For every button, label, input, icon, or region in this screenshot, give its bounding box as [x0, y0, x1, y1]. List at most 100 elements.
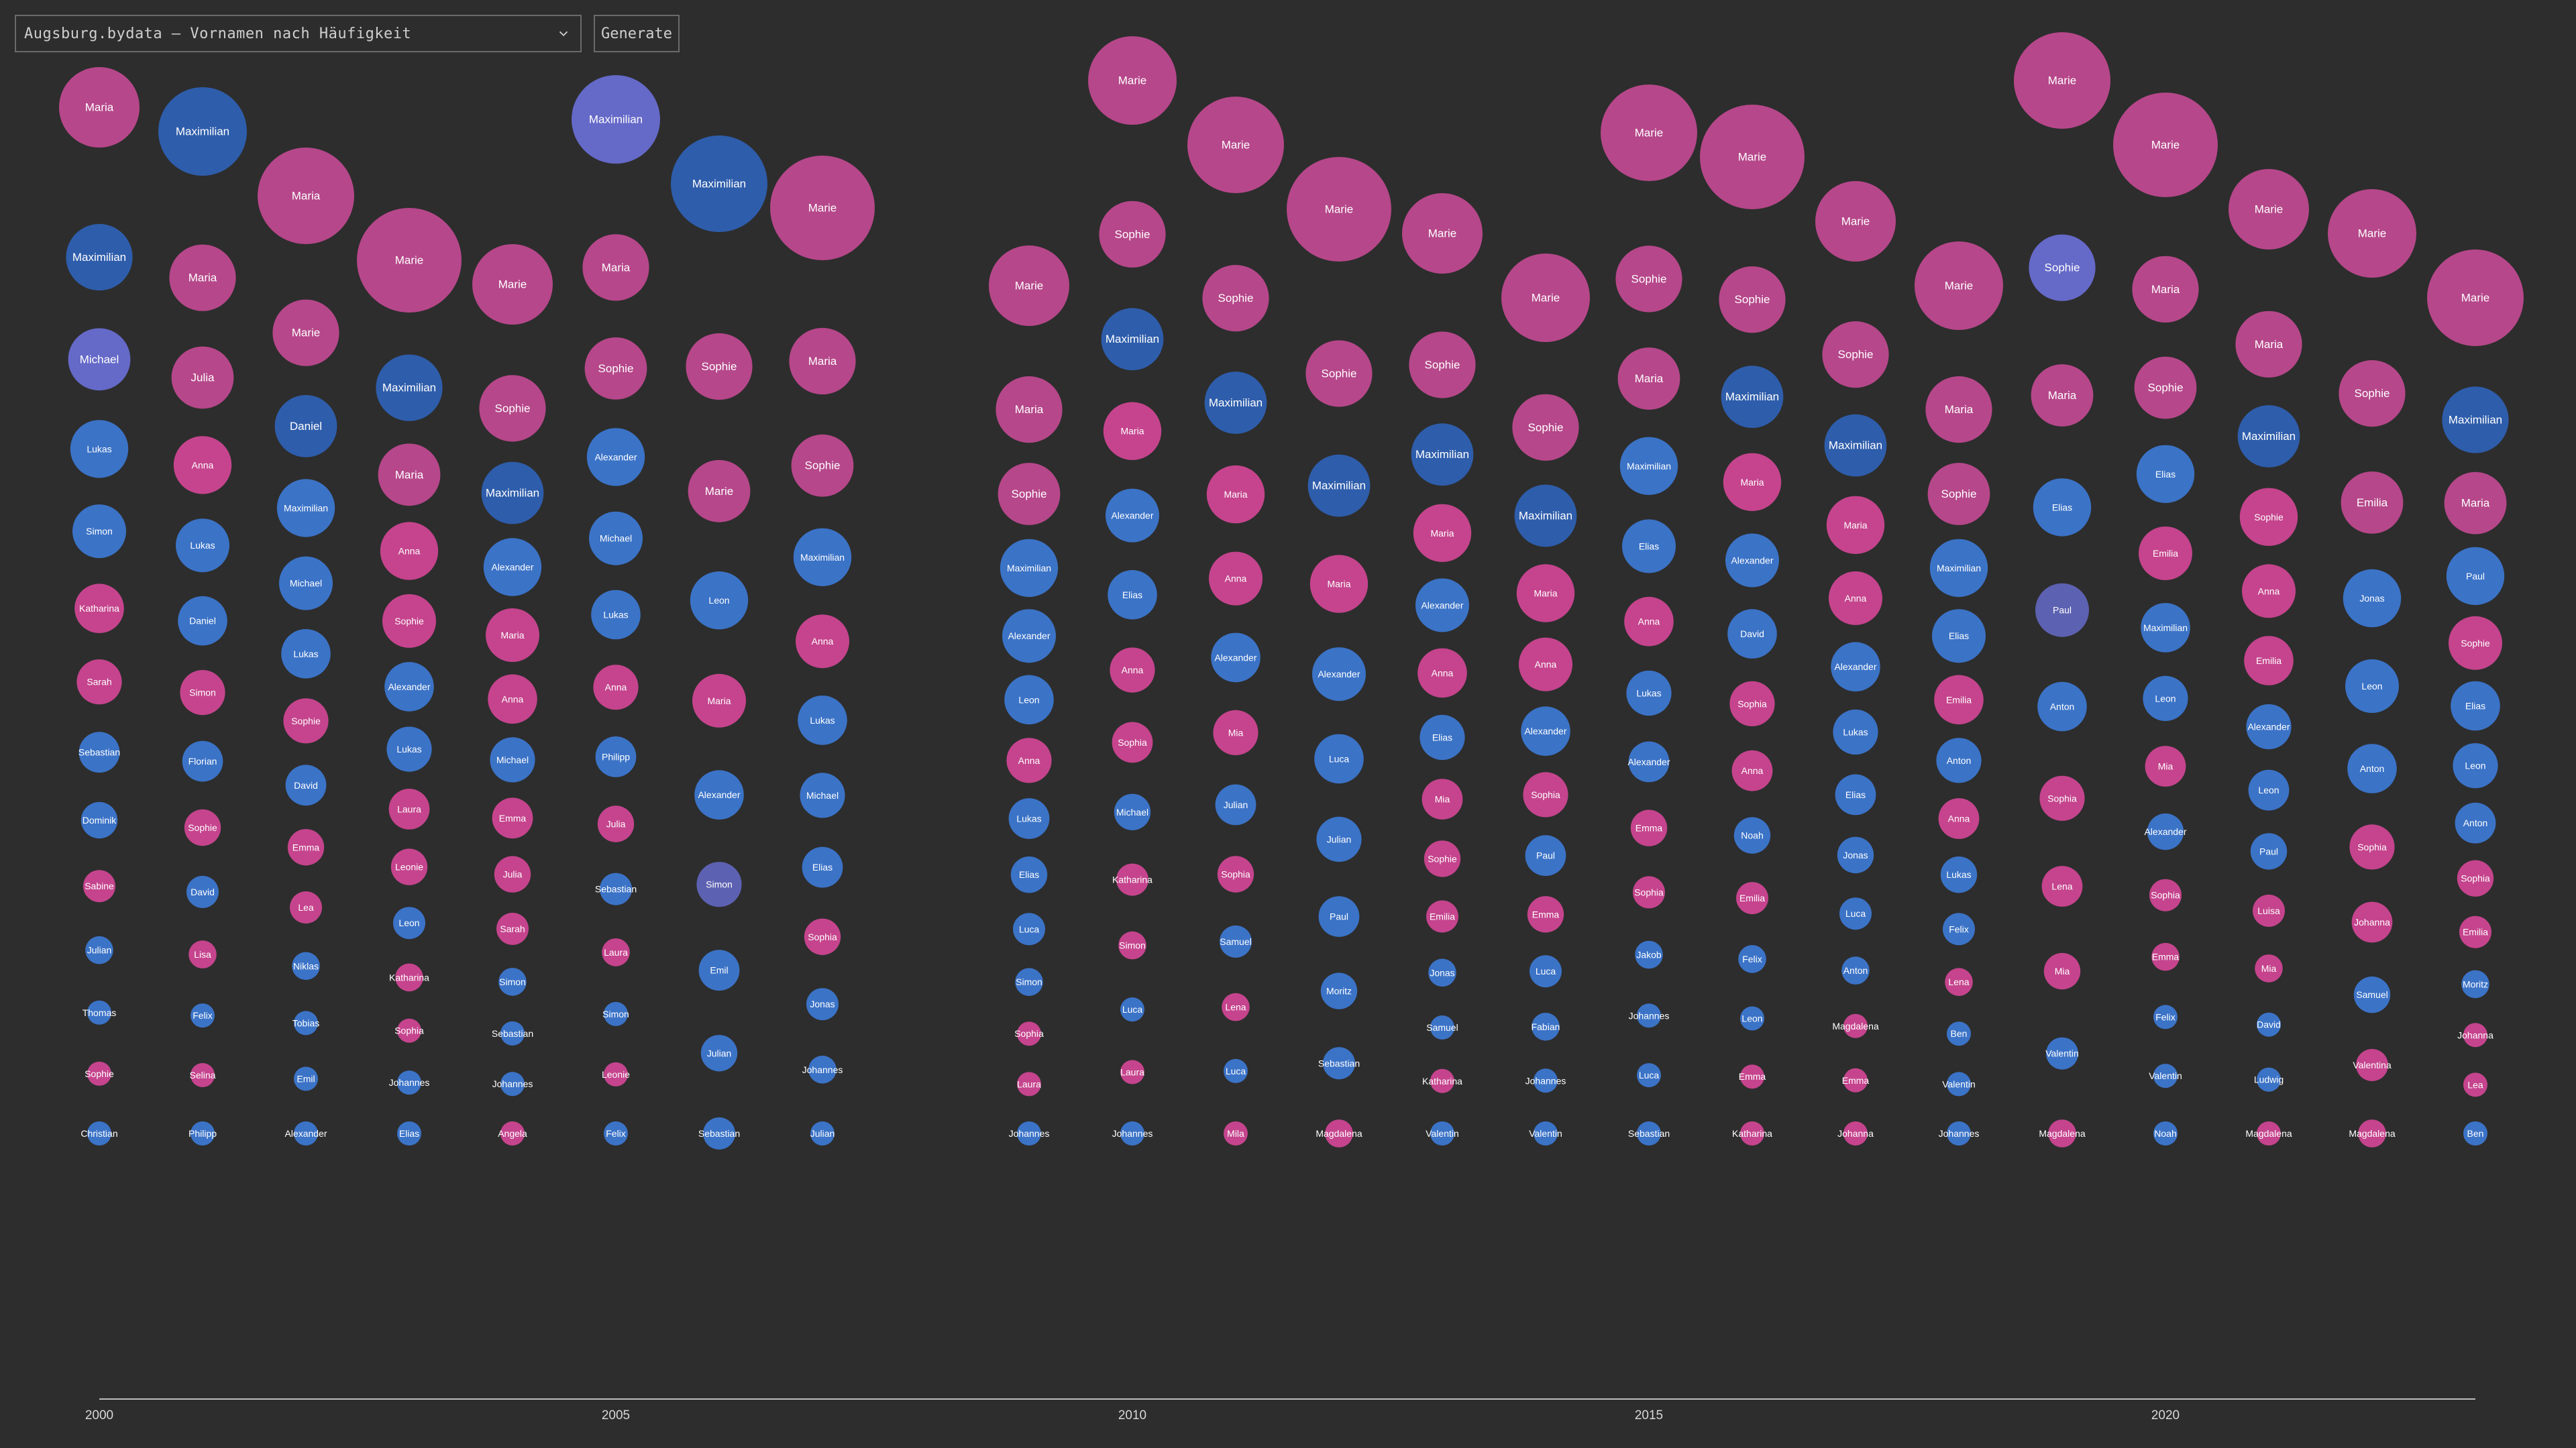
- bubble-label-2016-marie: Marie: [1738, 151, 1767, 164]
- bubble-label-2022-jonas: Jonas: [2359, 593, 2384, 604]
- bubble-2020-emilia: [2139, 526, 2192, 580]
- bubble-2012-sophie: [1305, 340, 1373, 407]
- bubble-2021-luisa: [2253, 894, 2285, 927]
- bubble-2002-marie: [272, 299, 339, 366]
- bubble-2001-maximilian: [158, 87, 247, 176]
- bubble-label-2012-sophie: Sophie: [1322, 368, 1357, 380]
- bubble-2000-christian: [87, 1121, 111, 1146]
- bubble-2003-leonie: [390, 848, 428, 885]
- bubble-2018-marie: [1915, 241, 2003, 330]
- bubble-label-2009-lukas: Lukas: [1016, 814, 1041, 824]
- bubble-label-2015-lukas: Lukas: [1636, 688, 1661, 699]
- bubble-2017-elias: [1835, 774, 1876, 816]
- bubble-2003-elias: [397, 1121, 421, 1146]
- bubble-2018-lukas: [1940, 856, 1978, 893]
- bubble-2018-johannes: [1947, 1121, 1971, 1146]
- bubble-2020-maria: [2132, 256, 2199, 323]
- bubble-2012-paul: [1318, 896, 1360, 937]
- bubble-2007-sophie: [791, 434, 854, 497]
- bubble-2012-magdalena: [1325, 1119, 1353, 1148]
- bubble-2015-sophie: [1615, 245, 1682, 313]
- bubble-2000-sophie: [87, 1061, 111, 1086]
- bubble-label-2015-maximilian: Maximilian: [1627, 461, 1671, 471]
- bubble-label-2003-laura: Laura: [397, 803, 421, 814]
- bubble-2016-katharina: [1740, 1121, 1764, 1146]
- bubble-2000-maximilian: [66, 223, 133, 291]
- bubble-label-2003-sophia: Sophia: [394, 1025, 424, 1036]
- bubble-label-2005-laura: Laura: [604, 947, 628, 958]
- bubble-2005-alexander: [586, 428, 645, 486]
- bubble-label-2018-ben: Ben: [1951, 1028, 1968, 1039]
- bubble-label-2007-maria: Maria: [808, 355, 837, 368]
- bubble-2019-elias: [2033, 478, 2092, 537]
- bubble-label-2009-johannes: Johannes: [1009, 1128, 1050, 1139]
- bubble-label-2014-anna: Anna: [1535, 659, 1557, 670]
- bubble-label-2004-sarah: Sarah: [500, 924, 525, 934]
- generate-button[interactable]: Generate: [594, 15, 680, 52]
- bubble-2010-maximilian: [1101, 308, 1164, 371]
- bubble-2018-ben: [1947, 1021, 1971, 1046]
- bubble-2015-johannes: [1637, 1003, 1661, 1028]
- bubble-label-2002-michael: Michael: [290, 578, 322, 589]
- bubble-2007-maximilian: [793, 528, 852, 586]
- bubble-2014-emma: [1527, 896, 1564, 933]
- bubble-label-2004-maximilian: Maximilian: [486, 487, 539, 500]
- bubble-label-2003-sophie: Sophie: [394, 616, 424, 626]
- bubble-2013-mia: [1421, 779, 1463, 820]
- bubble-label-2001-selina: Selina: [190, 1070, 216, 1080]
- bubble-label-2020-felix: Felix: [2155, 1011, 2176, 1022]
- bubble-label-2020-alexander: Alexander: [2144, 826, 2186, 837]
- bubble-label-2007-elias: Elias: [812, 862, 833, 873]
- bubble-2016-leon: [1740, 1006, 1764, 1031]
- bubble-2021-maximilian: [2237, 405, 2300, 467]
- bubble-2019-paul: [2035, 583, 2089, 637]
- bubble-label-2013-sophie: Sophie: [1425, 359, 1460, 372]
- bubble-2019-sophie: [2029, 234, 2096, 301]
- bubble-2005-sebastian: [600, 873, 632, 905]
- bubble-label-2023-leon: Leon: [2465, 761, 2485, 771]
- bubble-2021-ludwig: [2257, 1067, 2281, 1092]
- bubble-2003-katharina: [395, 963, 423, 992]
- bubble-2017-luca: [1839, 897, 1872, 930]
- bubble-2015-luca: [1637, 1063, 1661, 1088]
- bubble-2006-emil: [698, 950, 740, 991]
- bubble-label-2019-elias: Elias: [2052, 502, 2072, 512]
- bubble-label-2004-angela: Angela: [498, 1128, 527, 1139]
- bubble-2022-magdalena: [2358, 1119, 2386, 1148]
- dataset-select[interactable]: Augsburg.bydata – Vornamen nach Häufigke…: [15, 15, 582, 52]
- bubble-2002-tobias: [294, 1011, 318, 1036]
- bubble-label-2016-david: David: [1740, 628, 1764, 639]
- bubble-2009-maria: [996, 376, 1063, 443]
- bubble-label-2003-johannes: Johannes: [389, 1077, 430, 1088]
- bubble-2013-sophie: [1409, 331, 1476, 398]
- bubble-label-2020-maximilian: Maximilian: [2143, 622, 2188, 633]
- bubble-label-2009-anna: Anna: [1018, 755, 1040, 766]
- bubble-2007-jonas: [806, 988, 839, 1021]
- bubble-label-2001-david: David: [191, 887, 215, 897]
- bubble-label-2000-julian: Julian: [87, 945, 112, 956]
- bubble-2004-simon: [498, 968, 527, 996]
- bubble-label-2021-ludwig: Ludwig: [2254, 1074, 2284, 1085]
- bubble-2022-samuel: [2353, 977, 2391, 1013]
- bubble-label-2001-simon: Simon: [189, 687, 216, 698]
- bubble-2013-samuel: [1430, 1015, 1454, 1040]
- bubble-label-2019-lena: Lena: [2051, 881, 2072, 892]
- bubble-label-2005-philipp: Philipp: [602, 751, 630, 762]
- bubble-label-2010-sophia: Sophia: [1118, 737, 1147, 748]
- bubble-2001-selina: [191, 1063, 215, 1087]
- bubble-2016-sophia: [1729, 681, 1775, 726]
- bubble-label-2004-emma: Emma: [499, 813, 527, 824]
- bubble-label-2017-sophie: Sophie: [1838, 348, 1874, 361]
- bubble-label-2020-marie: Marie: [2151, 139, 2180, 152]
- bubble-label-2013-valentin: Valentin: [1426, 1128, 1459, 1139]
- x-axis: 2000 2005 2010 2015 2020: [85, 1398, 2475, 1423]
- bubble-label-2003-marie: Marie: [395, 254, 424, 267]
- bubble-label-2000-dominik: Dominik: [83, 815, 117, 826]
- bubble-label-2019-sophia: Sophia: [2047, 793, 2077, 803]
- bubble-2005-philipp: [595, 736, 637, 777]
- bubble-label-2014-sophie: Sophie: [1528, 421, 1564, 434]
- bubble-2001-lukas: [176, 518, 229, 573]
- bubble-2000-lukas: [70, 420, 129, 478]
- bubble-2012-alexander: [1312, 647, 1366, 702]
- bubble-2015-lukas: [1626, 670, 1672, 716]
